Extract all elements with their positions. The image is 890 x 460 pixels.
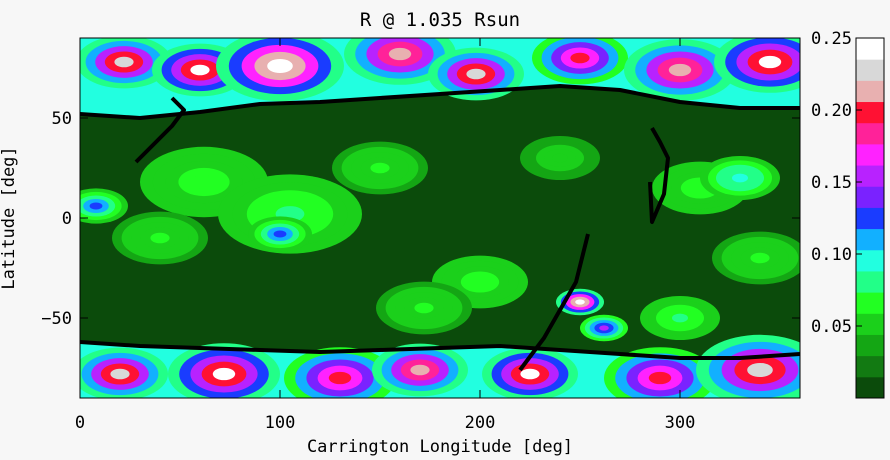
- y-tick-label: −50: [41, 309, 72, 329]
- colorbar-swatch: [856, 101, 884, 124]
- heatmap-body: [80, 38, 800, 398]
- heatmap-patch: [714, 38, 800, 93]
- colorbar-swatch: [856, 122, 884, 145]
- x-axis-label: Carrington Longitude [deg]: [307, 437, 573, 457]
- colorbar-swatch: [856, 334, 884, 357]
- neutral-line-segment: [134, 96, 186, 164]
- colorbar-swatch: [856, 165, 884, 187]
- heatmap-patch: [532, 38, 628, 85]
- heatmap-patch: [332, 141, 428, 195]
- colorbar-tick-label: 0.20: [811, 101, 852, 121]
- y-axis: −50 0 50: [41, 109, 800, 329]
- chart-title: R @ 1.035 Rsun: [360, 9, 520, 31]
- heatmap-patch: [216, 38, 344, 102]
- colorbar: [855, 37, 885, 399]
- heatmap-patch: [168, 343, 280, 398]
- heatmap-patch: [376, 281, 472, 335]
- plot-area: [79, 37, 801, 399]
- neutral-line-segment: [648, 127, 670, 224]
- heatmap-patch: [700, 156, 780, 200]
- heatmap-patch: [624, 39, 736, 101]
- x-tick-label: 300: [665, 413, 696, 433]
- heatmap-patch: [428, 47, 524, 101]
- colorbar-swatch: [856, 186, 884, 208]
- heatmap-patch: [284, 347, 396, 398]
- y-axis-label: Latitude [deg]: [0, 146, 19, 289]
- north-neutral-line: [80, 84, 800, 120]
- heatmap-patch: [80, 347, 168, 398]
- x-tick-label: 100: [265, 413, 296, 433]
- colorbar-swatch: [856, 38, 884, 60]
- heatmap-patch: [112, 211, 208, 265]
- heatmap-patch: [372, 343, 468, 397]
- colorbar-swatch: [856, 376, 884, 399]
- y-tick-label: 50: [52, 109, 72, 129]
- colorbar-swatch: [856, 207, 884, 230]
- colorbar-swatch: [856, 355, 884, 378]
- heatmap-patch: [482, 347, 578, 398]
- colorbar-swatch: [856, 313, 884, 335]
- neutral-line-segment: [518, 233, 590, 372]
- x-tick-label: 0: [75, 413, 85, 433]
- colorbar-tick-label: 0.05: [811, 317, 852, 337]
- colorbar-swatch: [856, 143, 884, 166]
- heatmap-patch: [248, 216, 312, 252]
- colorbar-tick-label: 0.25: [811, 29, 852, 49]
- colorbar-tick-label: 0.10: [811, 245, 852, 265]
- heatmap-patch: [556, 288, 604, 316]
- heatmap-patch: [80, 188, 128, 224]
- colorbar-ticks: 0.05 0.10 0.15 0.20 0.25: [811, 29, 862, 337]
- heatmap-patch: [520, 136, 600, 180]
- heatmap-patch: [640, 296, 720, 340]
- colorbar-swatch: [856, 249, 884, 272]
- colorbar-swatch: [856, 228, 884, 251]
- colorbar-tick-label: 0.15: [811, 173, 852, 193]
- south-neutral-line: [80, 340, 800, 360]
- heatmap-patch: [580, 314, 628, 342]
- heatmap-patch: [696, 334, 800, 398]
- x-axis: 0 100 200 300: [75, 38, 695, 433]
- colorbar-swatch: [856, 292, 884, 314]
- heatmap-patch: [152, 43, 248, 97]
- x-tick-label: 200: [465, 413, 496, 433]
- colorbar-swatch: [856, 59, 884, 81]
- colorbar-swatch: [856, 80, 884, 103]
- heatmap-patch: [712, 231, 800, 285]
- heatmap-patch: [80, 38, 172, 89]
- heatmap-patch: [344, 38, 456, 85]
- colorbar-frame: [855, 37, 885, 399]
- y-tick-label: 0: [62, 209, 72, 229]
- colorbar-swatch: [856, 270, 884, 293]
